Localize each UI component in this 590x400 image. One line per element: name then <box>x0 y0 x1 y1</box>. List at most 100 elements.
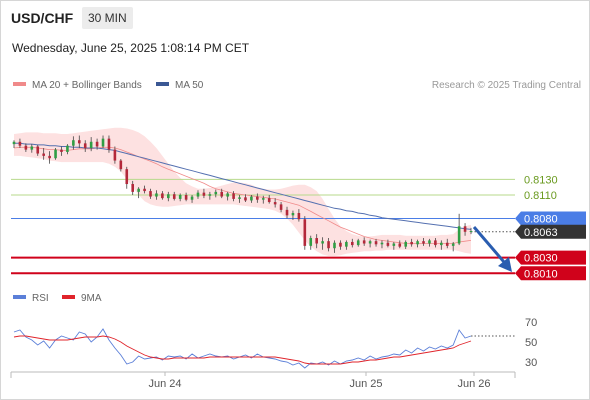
legend-ma20-label: MA 20 + Bollinger Bands <box>32 80 142 91</box>
price-tag-pivot: 0.8080 <box>515 211 586 226</box>
candle-body <box>238 197 241 199</box>
candle-body <box>404 241 408 247</box>
candle-body <box>374 241 378 245</box>
legend-ma9-label: 9MA <box>81 293 102 304</box>
price-tag-label: 0.8080 <box>524 213 558 225</box>
candle-body <box>119 160 123 170</box>
candle-body <box>451 243 455 246</box>
candle-body <box>434 240 437 246</box>
candle-body <box>167 194 170 199</box>
candle-body <box>327 241 330 249</box>
price-tag-support: 0.8030 <box>515 250 586 265</box>
price-tag-label: 0.8010 <box>524 268 558 280</box>
candle-body <box>66 145 69 152</box>
candle-body <box>356 240 360 246</box>
candle-body <box>178 195 182 199</box>
candle-body <box>422 241 425 244</box>
price-tag-support: 0.8010 <box>515 266 586 281</box>
candle-body <box>398 243 402 247</box>
forecast-arrow-head <box>498 257 512 272</box>
candle-body <box>190 196 194 200</box>
candle-body <box>161 193 164 199</box>
candle-body <box>410 241 413 245</box>
candle-body <box>131 184 135 192</box>
candle-body <box>18 141 22 146</box>
candle-body <box>155 193 158 197</box>
price-tag-label: 0.8063 <box>524 227 558 239</box>
legend-ma50: MA 50 <box>156 80 203 91</box>
price-tag-label: 0.8030 <box>524 253 558 265</box>
candle-body <box>297 213 301 220</box>
candle-body <box>285 209 289 216</box>
candle-body <box>440 242 443 246</box>
candle-body <box>261 198 265 200</box>
candle-body <box>350 241 354 246</box>
candle-body <box>273 202 277 205</box>
rsi-tick-label: 70 <box>525 317 537 329</box>
ma20-swatch <box>13 82 26 87</box>
report-datetime: Wednesday, June 25, 2025 1:08:14 PM CET <box>12 41 250 55</box>
candle-body <box>250 196 253 201</box>
rsi-9ma-line <box>13 335 472 365</box>
candle-body <box>208 194 212 196</box>
candle-body <box>291 213 295 216</box>
candle-body <box>309 238 313 246</box>
legend-rsi-label: RSI <box>32 293 49 304</box>
candle-body <box>303 219 307 246</box>
candle-body <box>36 146 40 154</box>
rsi-line <box>13 328 472 369</box>
instrument-title: USD/CHF <box>11 10 74 26</box>
price-tag-box <box>515 266 586 281</box>
candle-body <box>256 196 259 200</box>
candle-body <box>428 240 431 244</box>
candle-body <box>220 191 224 197</box>
rsi-swatch <box>13 295 26 300</box>
candle-body <box>48 155 51 159</box>
price-tag-box <box>515 211 586 226</box>
candle-body <box>457 226 461 244</box>
candle-body <box>83 143 87 149</box>
candle-body <box>202 192 206 196</box>
copyright-text: Research © 2025 Trading Central <box>431 80 581 91</box>
candle-body <box>232 193 235 199</box>
candle-body <box>12 141 16 145</box>
candle-body <box>386 242 390 246</box>
candle-body <box>95 141 99 147</box>
candle-body <box>77 140 81 144</box>
candle-body <box>368 241 372 244</box>
candle-body <box>345 241 348 247</box>
candle-body <box>267 198 271 203</box>
candle-body <box>214 191 218 195</box>
candle-body <box>184 195 188 200</box>
candle-body <box>445 242 449 246</box>
candle-body <box>392 243 396 246</box>
candle-body <box>137 188 140 192</box>
x-tick-label: Jun 24 <box>148 378 181 390</box>
legend-ma9: 9MA <box>62 293 102 304</box>
candle-body <box>244 197 247 201</box>
candle-body <box>54 149 57 159</box>
candle-body <box>416 241 419 245</box>
x-tick-label: Jun 26 <box>457 378 490 390</box>
price-tag-box <box>515 224 586 239</box>
candle-body <box>107 138 111 150</box>
candle-body <box>143 188 146 192</box>
price-level-label-resistance: 0.8130 <box>524 174 558 186</box>
candle-body <box>72 140 75 146</box>
candle-body <box>463 226 467 232</box>
rsi-tick-label: 30 <box>525 357 537 369</box>
price-level-label-resistance: 0.8110 <box>524 190 557 202</box>
ma9-swatch <box>62 295 75 300</box>
bollinger-band-area <box>14 127 471 256</box>
legend-ma20-bollinger: MA 20 + Bollinger Bands <box>13 80 142 91</box>
candle-body <box>380 242 384 245</box>
candle-body <box>149 191 152 197</box>
price-tag-box <box>515 250 586 265</box>
interval-badge[interactable]: 30 MIN <box>82 7 133 29</box>
legend-ma50-label: MA 50 <box>175 80 204 91</box>
candle-body <box>60 149 63 152</box>
candle-body <box>279 204 283 210</box>
candle-body <box>172 194 176 199</box>
candle-body <box>89 141 93 149</box>
